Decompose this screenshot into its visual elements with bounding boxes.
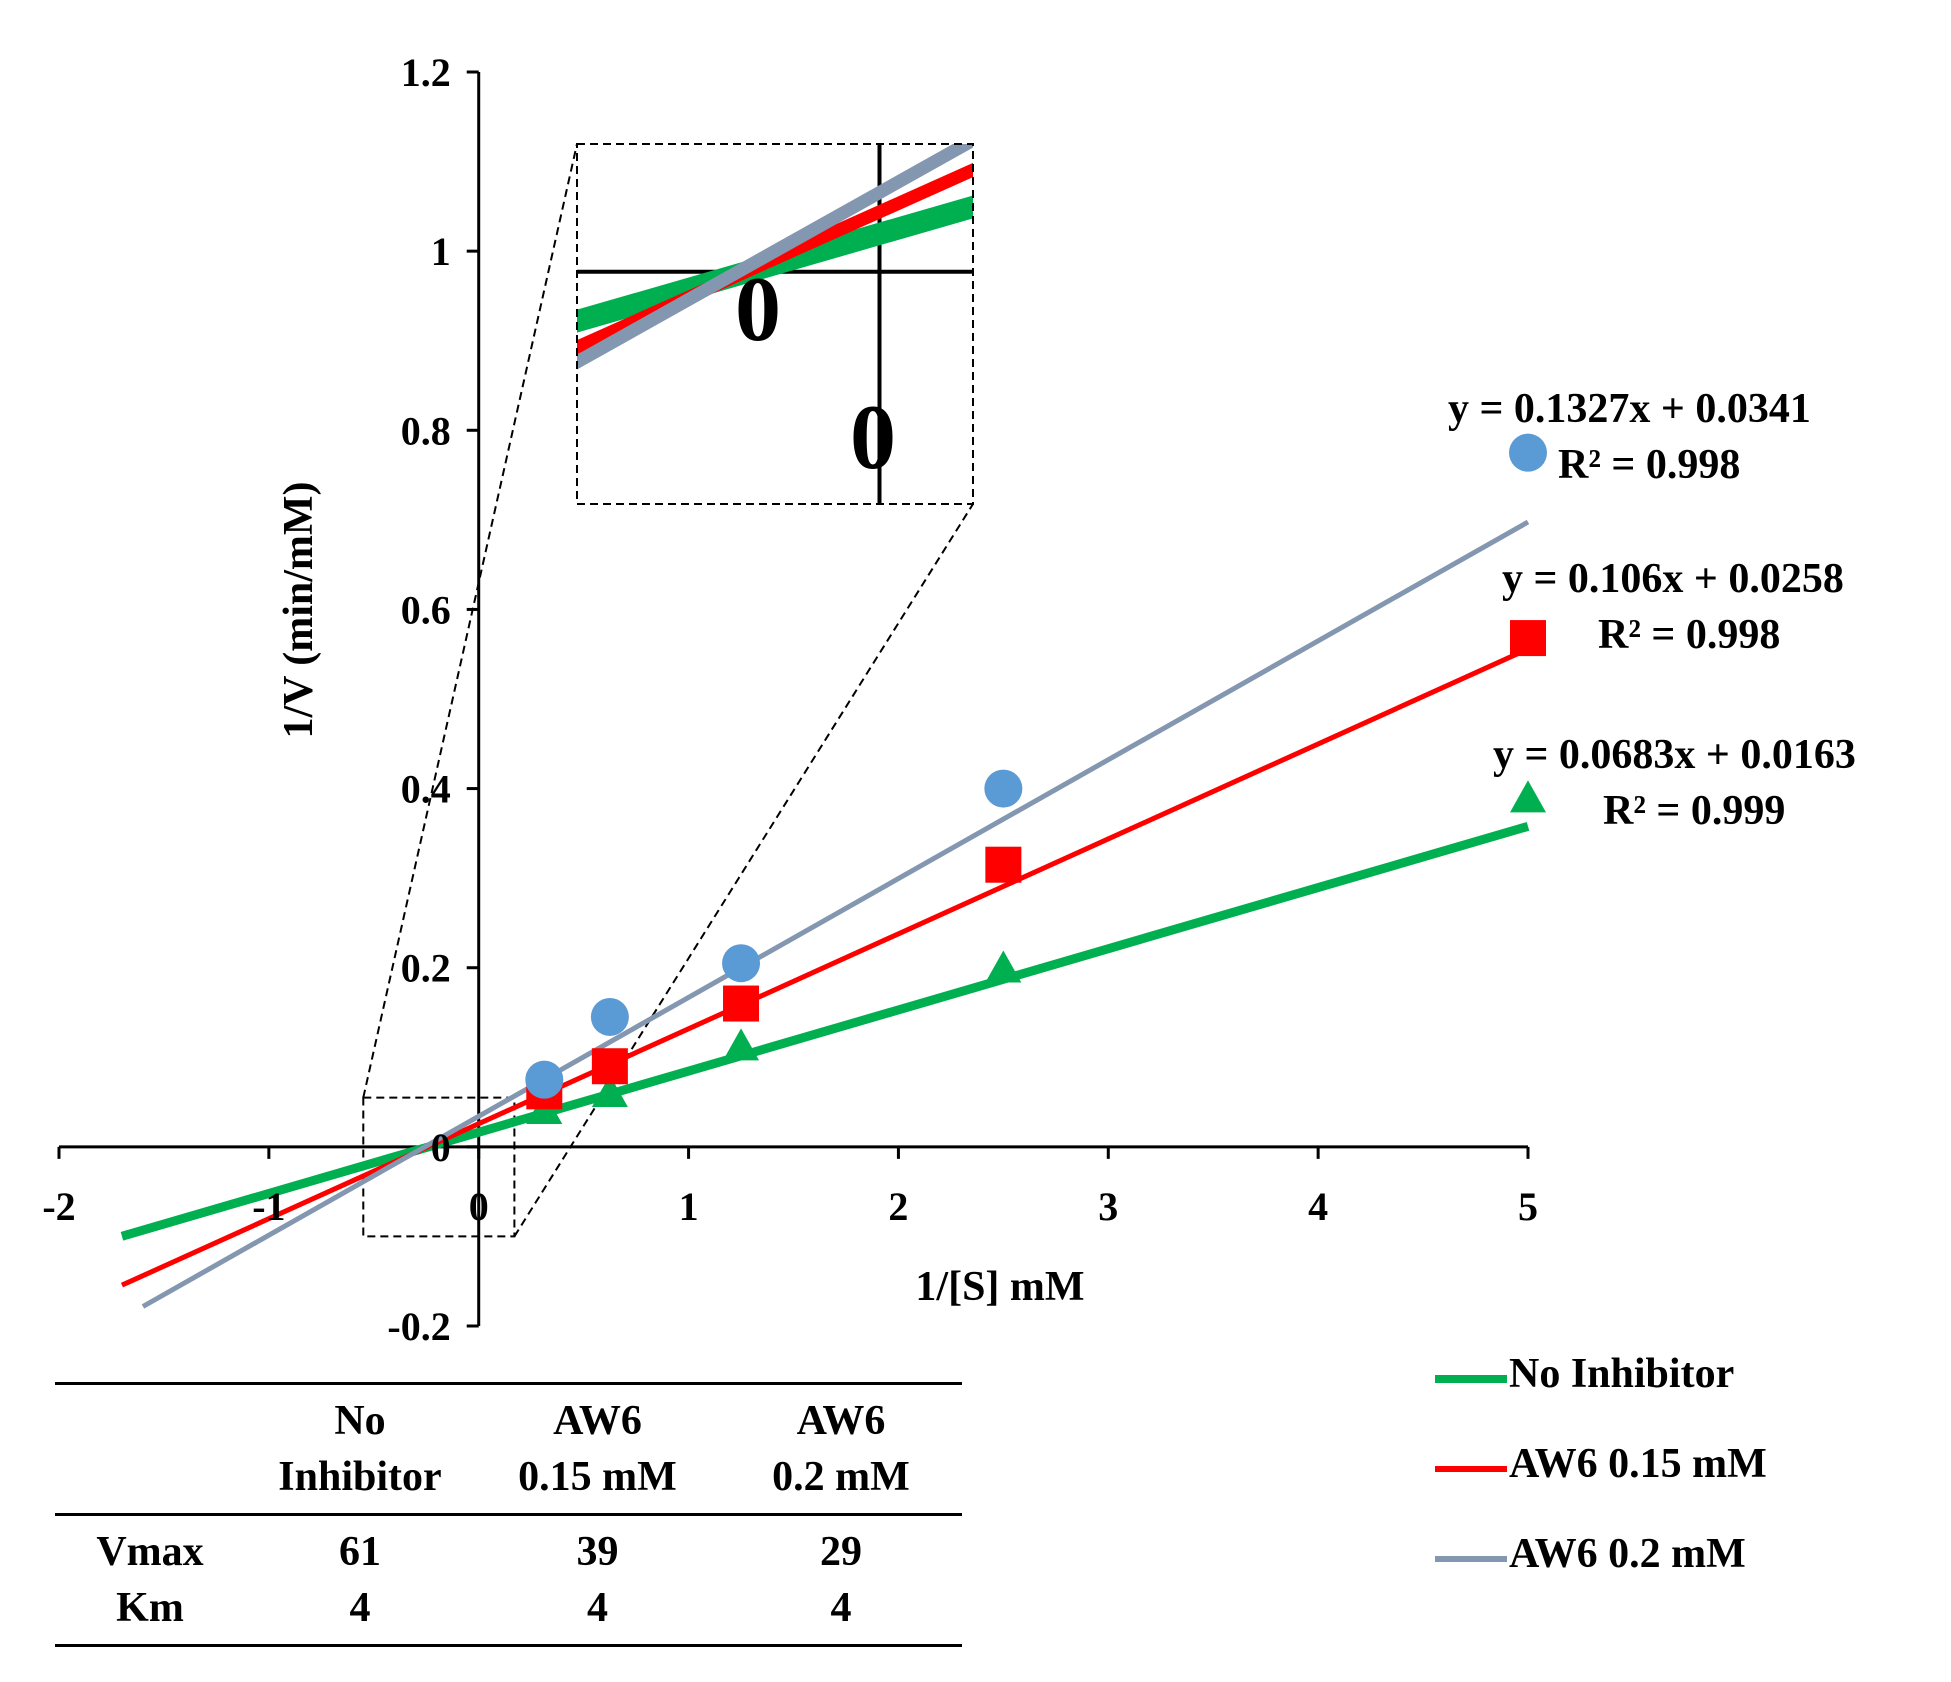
- table-header-corner: [55, 1384, 245, 1515]
- table-cell: 4: [830, 1585, 852, 1631]
- r2-green-text: R² = 0.999: [1603, 788, 1785, 834]
- trendline-2: [141, 519, 1530, 1309]
- y-tick-label: -0.2: [387, 1304, 450, 1349]
- equation-green-text: y = 0.0683x + 0.0163: [1493, 732, 1856, 778]
- legend-label: No Inhibitor: [1509, 1351, 1735, 1397]
- table-cell: 39: [576, 1529, 619, 1575]
- legend: No Inhibitor AW6 0.15 mM AW6 0.2 mM: [1435, 1345, 1855, 1615]
- trendline-0: [120, 822, 1530, 1241]
- data-point-circle: [722, 944, 761, 983]
- equation-red: y = 0.106x + 0.0258 R² = 0.998: [1502, 556, 1844, 658]
- trendlines: [120, 519, 1530, 1309]
- data-point-square: [985, 846, 1022, 883]
- table-header-row: No Inhibitor AW6 0.15 mM AW6 0.2 mM: [55, 1384, 962, 1515]
- inset-border: [576, 143, 974, 505]
- legend-item-aw6-0-2: AW6 0.2 mM: [1435, 1525, 1855, 1615]
- inset-trendline-2: [577, 144, 973, 370]
- equation-gray-text: y = 0.1327x + 0.0341: [1448, 386, 1811, 432]
- data-point-square: [1510, 620, 1546, 657]
- equation-gray: y = 0.1327x + 0.0341 R² = 0.998: [1448, 386, 1811, 488]
- x-tick-label: -2: [42, 1184, 75, 1229]
- x-tick-label: 4: [1308, 1184, 1328, 1229]
- x-tick-label: 0: [469, 1184, 489, 1229]
- x-tick-label: -1: [252, 1184, 285, 1229]
- x-tick-label: 2: [888, 1184, 908, 1229]
- inset-plot-area: [577, 144, 973, 504]
- table-cell: 61: [339, 1529, 381, 1575]
- table-row-label: Km: [116, 1585, 184, 1631]
- zoom-guide-line: [362, 143, 578, 1098]
- data-point-circle: [1509, 433, 1547, 472]
- table-cell: 29: [820, 1529, 862, 1575]
- zoom-inset: 00: [576, 143, 974, 505]
- table-cell: 4: [349, 1585, 371, 1631]
- data-point-triangle: [723, 1028, 760, 1061]
- data-point-square: [591, 1048, 628, 1085]
- inset-zero-label: 0: [850, 386, 896, 488]
- table-header-aw6-0-15: AW6 0.15 mM: [518, 1398, 677, 1500]
- equation-red-text: y = 0.106x + 0.0258: [1502, 556, 1844, 602]
- data-point-triangle: [985, 950, 1022, 983]
- y-tick-label: 0.4: [401, 767, 451, 812]
- r2-gray-text: R² = 0.998: [1558, 442, 1740, 488]
- y-tick-label: 0.6: [401, 587, 451, 632]
- table-row-km: Km 4 4 4: [55, 1580, 962, 1646]
- trendline-1: [120, 646, 1530, 1288]
- legend-label: AW6 0.2 mM: [1509, 1531, 1746, 1577]
- tick-labels: -0.2 0 0.2 0.4 0.6 0.8 1 1.2 -2 -1 0 1 2 3 4 5: [42, 50, 1538, 1349]
- legend-label: AW6 0.15 mM: [1509, 1441, 1767, 1487]
- equation-green: y = 0.0683x + 0.0163 R² = 0.999: [1493, 732, 1856, 834]
- r2-red-text: R² = 0.998: [1598, 612, 1780, 658]
- kinetic-parameters-table: No Inhibitor AW6 0.15 mM AW6 0.2 mM Vmax 61…: [55, 1382, 962, 1647]
- table-row-label: Vmax: [96, 1529, 204, 1575]
- y-tick-label: 1: [431, 229, 451, 274]
- legend-swatch-red: [1435, 1466, 1507, 1472]
- legend-swatch-gray: [1435, 1556, 1507, 1562]
- table-header-no-inhibitor: No Inhibitor: [278, 1398, 442, 1500]
- y-tick-label: 1.2: [401, 50, 451, 95]
- data-markers: [525, 433, 1547, 1125]
- table-cell: 4: [587, 1585, 608, 1631]
- x-tick-label: 1: [679, 1184, 699, 1229]
- data-point-circle: [590, 997, 629, 1036]
- zoom-guide-line: [513, 503, 974, 1237]
- data-point-circle: [525, 1060, 564, 1099]
- table-row-vmax: Vmax 61 39 29: [55, 1515, 962, 1581]
- x-tick-label: 3: [1098, 1184, 1118, 1229]
- x-axis-title: 1/[S] mM: [915, 1264, 1084, 1310]
- x-tick-label: 5: [1518, 1184, 1538, 1229]
- y-tick-label: 0.2: [401, 946, 451, 991]
- legend-swatch-green: [1435, 1375, 1507, 1383]
- y-axis-title: 1/V (min/mM): [276, 481, 322, 738]
- legend-item-aw6-0-15: AW6 0.15 mM: [1435, 1435, 1855, 1525]
- data-point-circle: [984, 769, 1023, 808]
- legend-item-no-inhibitor: No Inhibitor: [1435, 1345, 1855, 1435]
- data-point-triangle: [591, 1075, 628, 1108]
- data-point-square: [723, 985, 760, 1022]
- y-tick-label: 0: [431, 1125, 451, 1170]
- inset-trendline-1: [577, 162, 973, 355]
- data-point-triangle: [1510, 780, 1546, 813]
- table-header-aw6-0-2: AW6 0.2 mM: [772, 1398, 910, 1500]
- inset-zero-label: 0: [735, 258, 781, 360]
- y-tick-label: 0.8: [401, 408, 451, 453]
